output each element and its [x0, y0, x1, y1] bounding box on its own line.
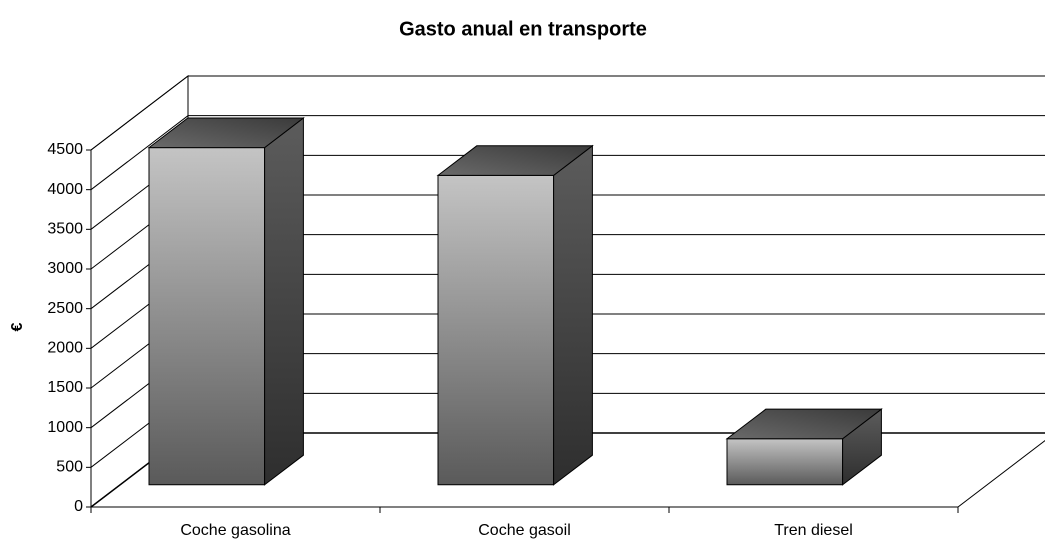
y-tick-label: 4000 — [47, 181, 83, 198]
y-tick-label: 3500 — [47, 221, 83, 238]
x-tick-label: Coche gasolina — [180, 522, 290, 539]
bar-top — [725, 408, 883, 440]
y-tick-label: 1500 — [47, 379, 83, 396]
x-tick-label: Tren diesel — [774, 522, 853, 539]
y-tick-label: 1000 — [47, 419, 83, 436]
bar-top — [436, 145, 594, 176]
chart-title: Gasto anual en transporte — [399, 18, 647, 40]
bar-front — [437, 174, 555, 486]
y-tick-label: 2500 — [47, 300, 83, 317]
grid-line — [90, 75, 1045, 151]
bar-top — [147, 117, 305, 149]
y-tick-label: 4500 — [47, 141, 83, 158]
bar — [436, 144, 594, 486]
y-tick-label: 500 — [56, 459, 83, 476]
y-tick-label: 3000 — [47, 260, 83, 277]
x-tick-label: Coche gasoil — [478, 522, 571, 539]
bar-front — [726, 438, 844, 486]
grid-line — [90, 115, 1045, 191]
back-wall — [187, 75, 1045, 433]
bar — [147, 117, 305, 486]
bar — [725, 408, 883, 486]
bar-side — [264, 117, 304, 486]
y-axis-label: € — [9, 322, 26, 331]
y-tick-label: 0 — [74, 498, 83, 515]
bar-front — [148, 147, 266, 486]
bar-side — [553, 144, 593, 486]
y-tick-label: 2000 — [47, 340, 83, 357]
